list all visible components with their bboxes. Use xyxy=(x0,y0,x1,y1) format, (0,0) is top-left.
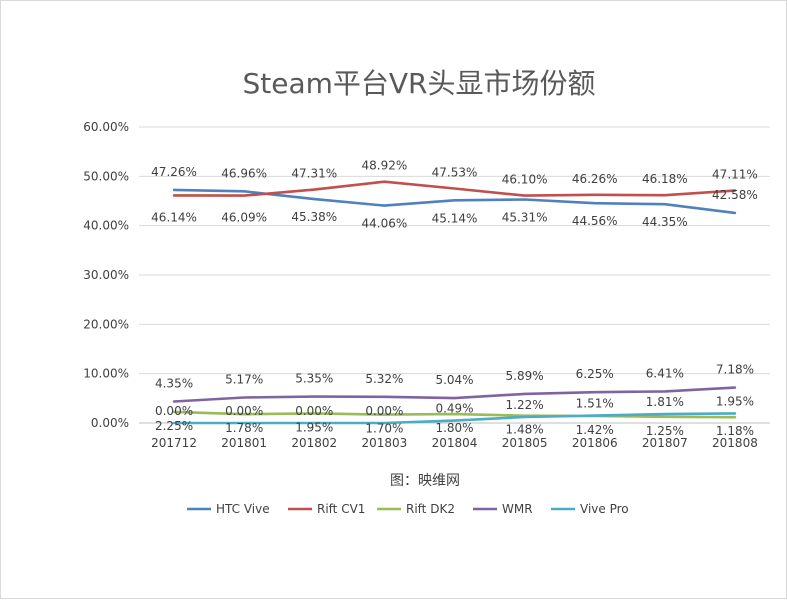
data-label: 1.51% xyxy=(576,397,614,411)
data-label: 5.89% xyxy=(506,369,544,383)
legend-label: HTC Vive xyxy=(216,502,270,516)
data-label: 0.00% xyxy=(155,404,193,418)
data-label: 47.11% xyxy=(712,168,758,182)
x-tick-label: 201804 xyxy=(432,436,478,450)
data-label: 5.35% xyxy=(295,372,333,386)
data-label: 1.25% xyxy=(646,424,684,438)
data-label: 1.42% xyxy=(576,423,614,437)
data-label: 45.14% xyxy=(432,211,478,225)
legend-label: WMR xyxy=(502,502,533,516)
data-label: 5.32% xyxy=(365,372,403,386)
data-label: 1.95% xyxy=(295,420,333,434)
data-label: 1.70% xyxy=(365,422,403,436)
x-tick-label: 201807 xyxy=(642,436,688,450)
data-label: 44.06% xyxy=(362,217,408,231)
y-tick-label: 30.00% xyxy=(83,268,129,282)
data-label: 1.48% xyxy=(506,423,544,437)
x-tick-label: 201803 xyxy=(361,436,407,450)
legend-label: Rift DK2 xyxy=(406,502,455,516)
data-label: 47.26% xyxy=(151,165,197,179)
data-label: 1.22% xyxy=(506,398,544,412)
data-label: 5.04% xyxy=(435,373,473,387)
y-tick-label: 0.00% xyxy=(91,416,129,430)
data-label: 0.00% xyxy=(225,404,263,418)
data-label: 45.31% xyxy=(502,210,548,224)
data-label: 42.58% xyxy=(712,188,758,202)
x-tick-label: 201806 xyxy=(572,436,618,450)
data-label: 6.41% xyxy=(646,366,684,380)
data-label: 46.09% xyxy=(221,211,267,225)
data-label: 0.00% xyxy=(295,404,333,418)
series-line-rift-cv1 xyxy=(172,180,737,197)
data-label: 46.26% xyxy=(572,172,618,186)
data-label: 5.17% xyxy=(225,372,263,386)
legend-label: Vive Pro xyxy=(580,502,629,516)
series-line-vive-pro xyxy=(172,412,737,425)
data-label: 6.25% xyxy=(576,367,614,381)
x-tick-label: 201805 xyxy=(502,436,548,450)
data-label: 1.80% xyxy=(435,421,473,435)
series-lines xyxy=(172,180,737,425)
data-label: 1.95% xyxy=(716,394,754,408)
y-tick-label: 40.00% xyxy=(83,219,129,233)
data-label: 47.31% xyxy=(291,167,337,181)
data-label: 46.14% xyxy=(151,210,197,224)
chart-title: Steam平台VR头显市场份额 xyxy=(242,67,595,100)
y-tick-label: 60.00% xyxy=(83,120,129,134)
data-label: 2.25% xyxy=(155,419,193,433)
x-tick-label: 201801 xyxy=(221,436,267,450)
data-label: 1.18% xyxy=(716,424,754,438)
legend-label: Rift CV1 xyxy=(317,502,365,516)
data-label: 7.18% xyxy=(716,363,754,377)
data-labels: 47.26% 46.96% 45.38% 44.06% 45.14% 45.31% 44.5… xyxy=(151,159,758,439)
chart-caption: 图：映维网 xyxy=(390,473,460,489)
legend: HTC Vive Rift CV1 Rift DK2 WMR Vive Pro xyxy=(187,502,629,516)
y-tick-label: 10.00% xyxy=(83,367,129,381)
data-label: 46.96% xyxy=(221,166,267,180)
data-label: 4.35% xyxy=(155,377,193,391)
x-axis-ticks: 201712 201801 201802 201803 201804 201805 2018… xyxy=(151,436,758,450)
data-label: 0.49% xyxy=(435,402,473,416)
data-label: 44.56% xyxy=(572,214,618,228)
data-label: 47.53% xyxy=(432,166,478,180)
data-label: 48.92% xyxy=(362,159,408,173)
gridlines xyxy=(139,126,770,424)
data-label: 44.35% xyxy=(642,215,688,229)
y-axis-ticks: 0.00% 10.00% 20.00% 30.00% 40.00% 50.00% 60.00… xyxy=(83,120,129,430)
data-label: 1.78% xyxy=(225,421,263,435)
data-label: 46.18% xyxy=(642,172,688,186)
y-tick-label: 50.00% xyxy=(83,169,129,183)
x-tick-label: 201712 xyxy=(151,436,197,450)
data-label: 46.10% xyxy=(502,173,548,187)
data-label: 45.38% xyxy=(291,210,337,224)
data-label: 1.81% xyxy=(646,395,684,409)
y-tick-label: 20.00% xyxy=(83,317,129,331)
x-tick-label: 201802 xyxy=(291,436,337,450)
data-label: 0.00% xyxy=(365,404,403,418)
series-line-wmr xyxy=(172,386,737,403)
series-line-rift-dk2 xyxy=(172,410,737,419)
x-tick-label: 201808 xyxy=(712,436,758,450)
